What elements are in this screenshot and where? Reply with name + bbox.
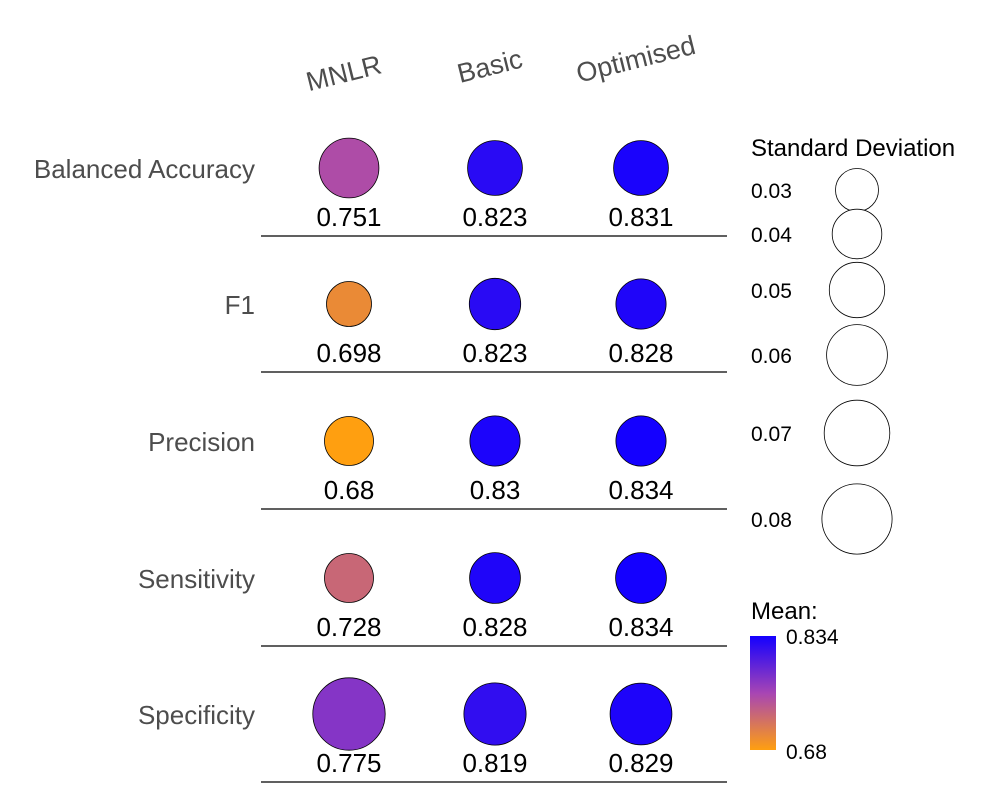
bubble <box>467 140 523 196</box>
bubble <box>469 552 521 604</box>
color-legend-bar <box>750 636 776 750</box>
bubble <box>326 281 372 327</box>
bubble <box>615 415 667 467</box>
bubble <box>312 677 386 751</box>
row-label-specificity: Specificity <box>138 700 255 730</box>
value-label: 0.819 <box>462 748 527 778</box>
value-label: 0.834 <box>608 475 673 505</box>
value-label: 0.83 <box>470 475 521 505</box>
size-legend-circle <box>826 324 888 386</box>
column-headers: MNLR Basic Optimised <box>303 30 698 97</box>
size-legend-label: 0.03 <box>751 180 792 203</box>
value-label: 0.823 <box>462 338 527 368</box>
row-separators <box>261 235 727 783</box>
value-label: 0.698 <box>316 338 381 368</box>
row-labels: Balanced Accuracy F1 Precision Sensitivity S… <box>34 154 255 730</box>
value-label: 0.829 <box>608 748 673 778</box>
bubble <box>469 415 521 467</box>
value-label: 0.828 <box>462 612 527 642</box>
bubble <box>324 553 374 603</box>
column-header-optimised: Optimised <box>573 30 698 89</box>
column-header-mnlr: MNLR <box>303 49 385 97</box>
value-label: 0.68 <box>324 475 375 505</box>
size-legend-circle <box>821 483 893 555</box>
value-label: 0.831 <box>608 202 673 232</box>
size-legend-title: Standard Deviation <box>751 135 955 162</box>
row-label-balanced-accuracy: Balanced Accuracy <box>34 154 255 184</box>
value-label: 0.828 <box>608 338 673 368</box>
bubble <box>318 137 380 199</box>
row-label-precision: Precision <box>148 427 255 457</box>
bubble-cells: 0.751 0.823 0.831 0.698 0.823 0.828 0.68 0.83 0.… <box>312 137 674 778</box>
size-legend-label: 0.07 <box>751 423 792 446</box>
column-header-basic: Basic <box>454 44 525 89</box>
color-legend-max-label: 0.834 <box>786 626 839 649</box>
size-legend-circle <box>835 168 879 212</box>
bubble <box>463 682 527 746</box>
value-label: 0.834 <box>608 612 673 642</box>
bubble <box>609 682 673 746</box>
row-label-sensitivity: Sensitivity <box>138 564 255 594</box>
size-legend-label: 0.04 <box>751 224 792 247</box>
color-legend: Mean:0.834 0.68 <box>750 598 839 764</box>
size-legend-label: 0.08 <box>751 509 792 532</box>
bubble <box>615 552 667 604</box>
size-legend-circle <box>831 208 883 260</box>
bubble <box>613 140 669 196</box>
value-label: 0.728 <box>316 612 381 642</box>
bubble <box>324 416 374 466</box>
color-legend-title: Mean: <box>751 598 818 625</box>
size-legend-label: 0.05 <box>751 280 792 303</box>
size-legend-label: 0.06 <box>751 345 792 368</box>
color-legend-min-label: 0.68 <box>786 741 827 764</box>
value-label: 0.775 <box>316 748 381 778</box>
bubble <box>468 277 522 331</box>
size-legend-circle <box>823 399 891 467</box>
size-legend: Standard Deviation 0.03 0.04 0.05 0.06 0.07 0.… <box>751 135 955 555</box>
size-legend-circle <box>828 261 886 319</box>
row-label-f1: F1 <box>225 290 255 320</box>
value-label: 0.823 <box>462 202 527 232</box>
value-label: 0.751 <box>316 202 381 232</box>
bubble <box>615 278 667 330</box>
